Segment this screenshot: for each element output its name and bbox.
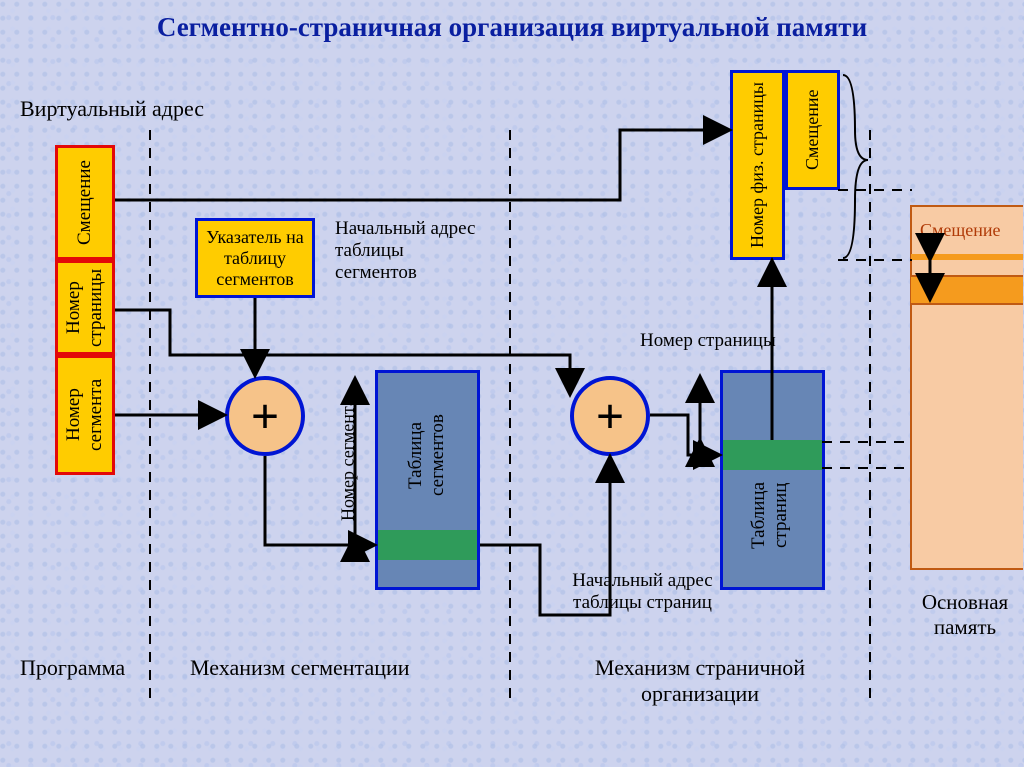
mem-sep-1	[911, 254, 1023, 260]
page-num-right-label: Номер страницы	[640, 330, 776, 352]
start-page-table-label: Начальный адрес таблицы страниц	[555, 570, 730, 614]
offset-box: Смещение	[55, 145, 115, 260]
page-title: Сегментно-страничная организация виртуал…	[0, 12, 1024, 43]
adder-1: +	[225, 376, 305, 456]
adder-2: +	[570, 376, 650, 456]
section-seg-mech: Механизм сегментации	[190, 655, 410, 681]
section-program: Программа	[20, 655, 125, 681]
plus-1: +	[251, 387, 280, 445]
seg-num-box: Номер сегмента	[55, 355, 115, 475]
ptr-seg-table-text: Указатель на таблицу сегментов	[202, 227, 308, 290]
offset-text: Смещение	[74, 160, 96, 245]
page-num-box: Номер страницы	[55, 260, 115, 355]
seg-num-text: Номер сегмента	[63, 358, 107, 472]
offset-top-text: Смещение	[802, 90, 823, 171]
virtual-address-label: Виртуальный адрес	[20, 96, 204, 122]
page-table-label: Таблица страниц	[745, 455, 795, 575]
mem-target-band	[911, 275, 1023, 305]
phys-page-box: Номер физ. страницы	[730, 70, 785, 260]
main-memory-label: Основная память	[905, 590, 1024, 640]
seg-table-label: Таблица сегментов	[402, 395, 452, 515]
mem-offset-label: Смещение	[920, 220, 1001, 241]
section-page-mech: Механизм страничной организации	[540, 655, 860, 707]
page-num-text: Номер страницы	[63, 263, 107, 352]
ptr-seg-table-box: Указатель на таблицу сегментов	[195, 218, 315, 298]
phys-page-text: Номер физ. страницы	[747, 82, 768, 248]
seg-num-side-label: Номер сегмента	[333, 380, 363, 540]
seg-table-entry	[378, 530, 477, 560]
plus-2: +	[596, 387, 625, 445]
start-seg-table-label: Начальный адрес таблицы сегментов	[335, 218, 485, 284]
offset-top-box: Смещение	[785, 70, 840, 190]
